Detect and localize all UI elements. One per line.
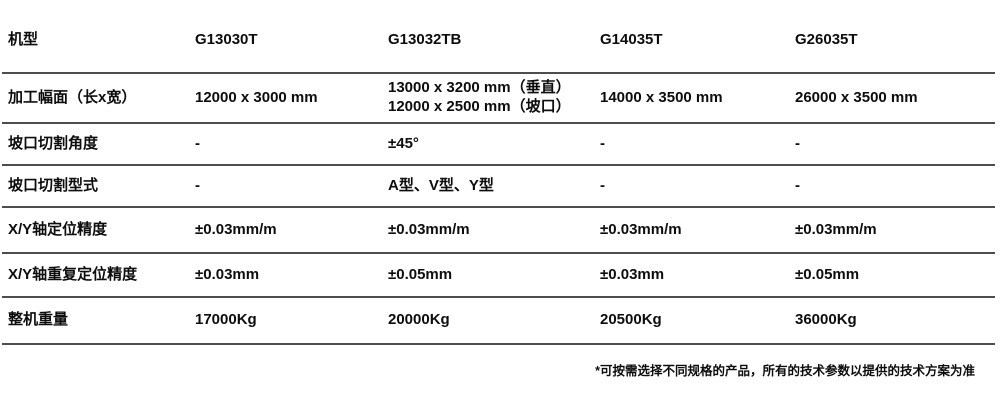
spec-cell: - (789, 165, 995, 208)
spec-cell: - (594, 165, 789, 208)
table-row-bevel-angle: 坡口切割角度 - ±45° - - (2, 123, 995, 166)
spec-cell: 13000 x 3200 mm（垂直） 12000 x 2500 mm（坡口） (382, 73, 594, 124)
spec-cell: ±0.03mm/m (189, 207, 382, 254)
spec-cell: ±0.03mm/m (382, 207, 594, 254)
row-label: 坡口切割型式 (2, 165, 189, 208)
spec-cell: 26000 x 3500 mm (789, 73, 995, 124)
row-label: 整机重量 (2, 297, 189, 345)
header-row: 机型 G13030T G13032TB G14035T G26035T (2, 0, 995, 74)
row-label: X/Y轴重复定位精度 (2, 253, 189, 298)
spec-cell: ±45° (382, 123, 594, 166)
row-label: 坡口切割角度 (2, 123, 189, 166)
header-model-g14035t: G14035T (594, 0, 789, 74)
spec-cell: 14000 x 3500 mm (594, 73, 789, 124)
spec-cell: 36000Kg (789, 297, 995, 345)
row-label: 加工幅面（长x宽） (2, 73, 189, 124)
table-row-cutting-area: 加工幅面（长x宽） 12000 x 3000 mm 13000 x 3200 m… (2, 73, 995, 124)
spec-cell: - (789, 123, 995, 166)
spec-cell: 17000Kg (189, 297, 382, 345)
header-model-g26035t: G26035T (789, 0, 995, 74)
spec-cell: 12000 x 3000 mm (189, 73, 382, 124)
spec-cell: - (189, 123, 382, 166)
header-model-label: 机型 (2, 0, 189, 74)
table-row-bevel-type: 坡口切割型式 - A型、V型、Y型 - - (2, 165, 995, 208)
table-row-positioning-accuracy: X/Y轴定位精度 ±0.03mm/m ±0.03mm/m ±0.03mm/m ±… (2, 207, 995, 254)
spec-cell: - (189, 165, 382, 208)
spec-cell: ±0.03mm (189, 253, 382, 298)
spec-cell: 20500Kg (594, 297, 789, 345)
header-model-g13032tb: G13032TB (382, 0, 594, 74)
spec-cell: ±0.03mm/m (789, 207, 995, 254)
row-label: X/Y轴定位精度 (2, 207, 189, 254)
spec-cell: 20000Kg (382, 297, 594, 345)
spec-cell: ±0.03mm (594, 253, 789, 298)
spec-cell: ±0.05mm (789, 253, 995, 298)
table-row-repeat-positioning-accuracy: X/Y轴重复定位精度 ±0.03mm ±0.05mm ±0.03mm ±0.05… (2, 253, 995, 298)
spec-cell: - (594, 123, 789, 166)
table-row-machine-weight: 整机重量 17000Kg 20000Kg 20500Kg 36000Kg (2, 297, 995, 345)
spec-cell: ±0.05mm (382, 253, 594, 298)
spec-table: 机型 G13030T G13032TB G14035T G26035T 加工幅面… (2, 0, 995, 345)
spec-cell: A型、V型、Y型 (382, 165, 594, 208)
footnote: *可按需选择不同规格的产品，所有的技术参数以提供的技术方案为准 (595, 364, 975, 378)
spec-cell: ±0.03mm/m (594, 207, 789, 254)
header-model-g13030t: G13030T (189, 0, 382, 74)
